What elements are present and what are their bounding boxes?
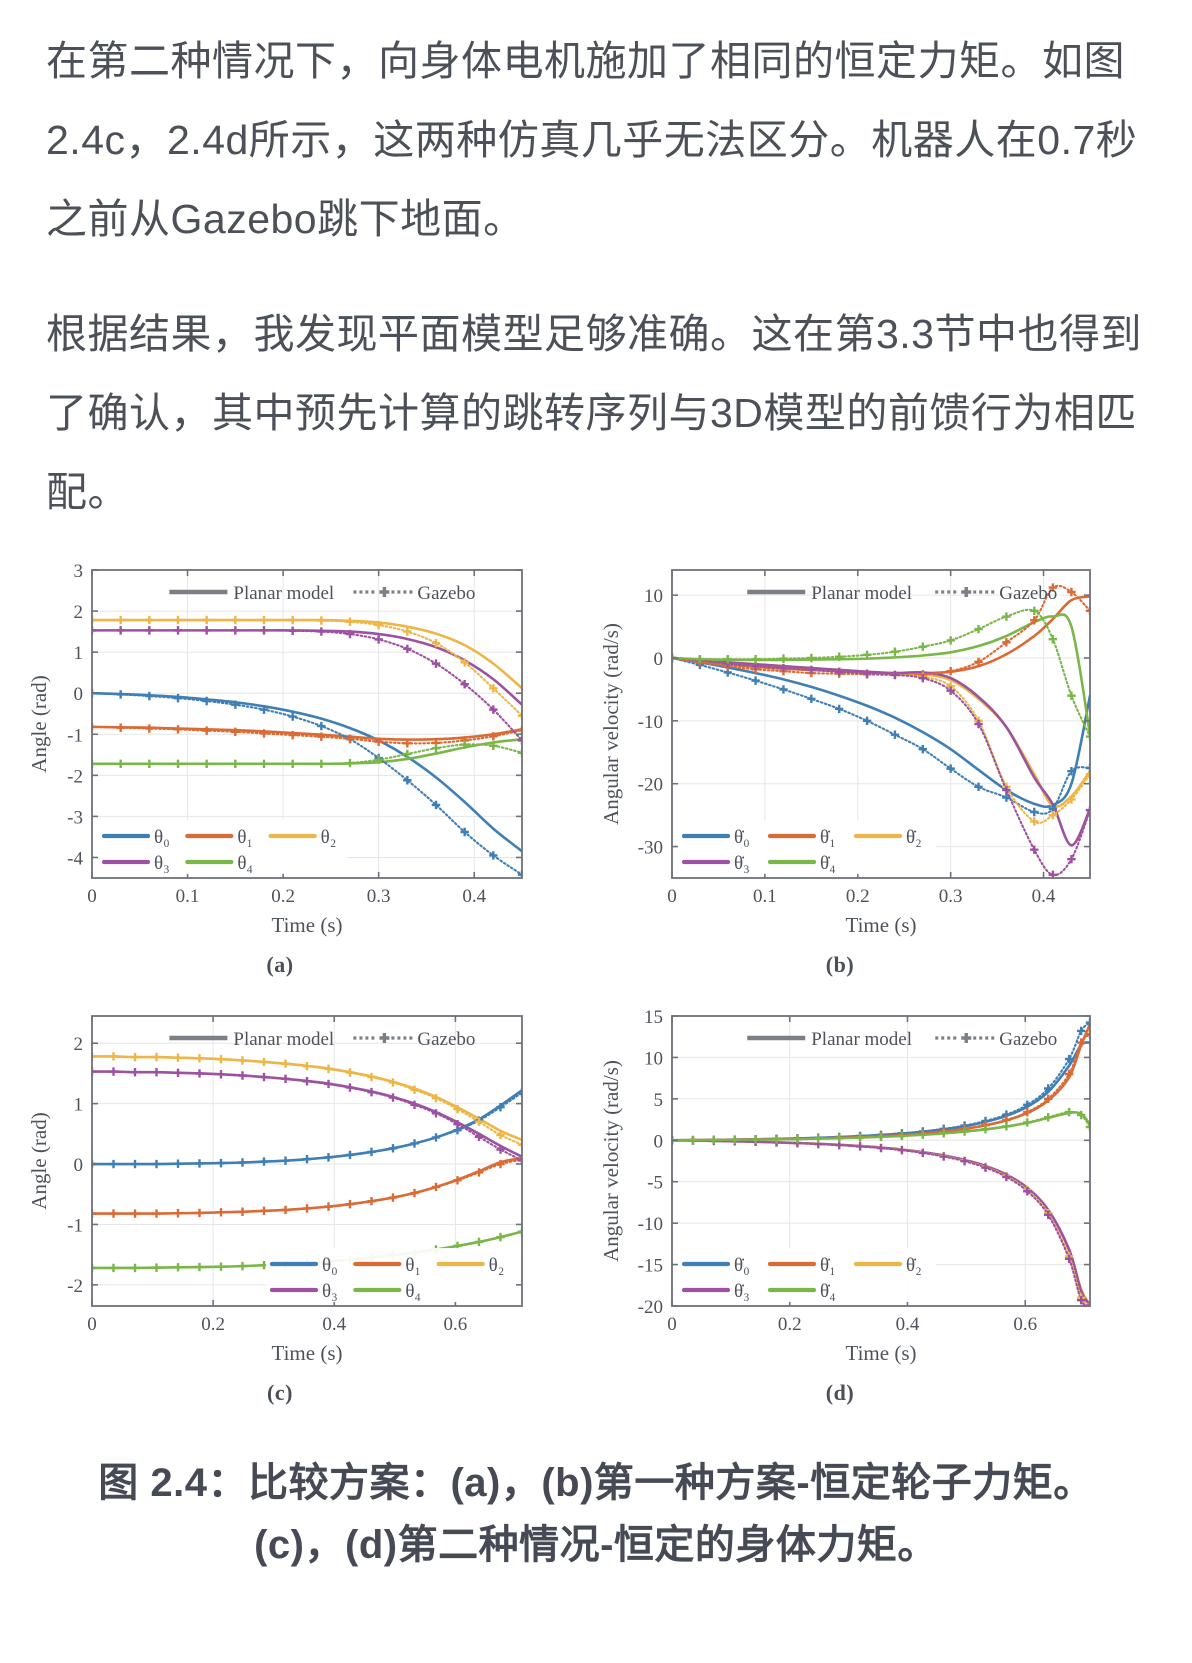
svg-text:-10: -10 — [638, 712, 663, 733]
subcaption-c: (c) — [267, 1380, 293, 1405]
svg-text:0.2: 0.2 — [778, 1314, 802, 1335]
svg-text:θ₂: θ₂ — [489, 1255, 505, 1276]
svg-text:0: 0 — [654, 1131, 664, 1152]
svg-text:θ̇₂: θ̇₂ — [906, 1255, 922, 1276]
svg-text:Angular velocity (rad/s): Angular velocity (rad/s) — [599, 623, 623, 825]
svg-text:-5: -5 — [647, 1173, 663, 1194]
svg-text:θ₀: θ₀ — [322, 1255, 338, 1276]
svg-text:0: 0 — [74, 684, 84, 705]
svg-text:Time (s): Time (s) — [272, 913, 343, 937]
svg-text:5: 5 — [654, 1090, 664, 1111]
svg-text:θ̇₃: θ̇₃ — [734, 853, 750, 874]
svg-text:Gazebo: Gazebo — [417, 583, 475, 604]
figure-2-4: 0 0.1 0.2 0.3 0.4 -4 -3 -2 -1 0 1 2 3 Time (s) Angle (… — [0, 550, 1192, 1406]
svg-text:θ̇₂: θ̇₂ — [906, 827, 922, 848]
svg-text:θ₁: θ₁ — [237, 827, 253, 848]
svg-text:θ₃: θ₃ — [322, 1281, 338, 1302]
svg-text:0: 0 — [87, 886, 97, 907]
svg-text:Planar model: Planar model — [811, 583, 912, 604]
svg-text:-20: -20 — [638, 1297, 663, 1318]
svg-text:-2: -2 — [67, 766, 83, 787]
svg-text:θ̇₁: θ̇₁ — [820, 827, 836, 848]
svg-text:0: 0 — [667, 1314, 677, 1335]
subcaption-b: (b) — [825, 952, 855, 977]
chart-panel-b: 0 0.1 0.2 0.3 0.4 -30 -20 -10 0 10 Time (s) Angular… — [560, 550, 1120, 978]
svg-text:1: 1 — [74, 643, 84, 664]
svg-text:θ̇₄: θ̇₄ — [820, 1281, 836, 1302]
svg-text:Planar model: Planar model — [233, 1029, 334, 1050]
svg-text:2: 2 — [74, 1034, 84, 1055]
svg-text:-2: -2 — [67, 1276, 83, 1297]
paragraph-2: 根据结果，我发现平面模型足够准确。这在第3.3节中也得到了确认，其中预先计算的跳… — [46, 311, 1142, 515]
svg-text:Time (s): Time (s) — [846, 1341, 917, 1365]
svg-text:1: 1 — [74, 1095, 84, 1116]
svg-text:θ̇₁: θ̇₁ — [820, 1255, 836, 1276]
svg-text:-4: -4 — [67, 848, 83, 869]
svg-text:Time (s): Time (s) — [846, 913, 917, 937]
chart-b-plot: 0 0.1 0.2 0.3 0.4 -30 -20 -10 0 10 Time (s) Angular… — [599, 569, 1091, 937]
svg-text:θ̇₄: θ̇₄ — [820, 853, 836, 874]
svg-text:θ₃: θ₃ — [154, 853, 170, 874]
svg-text:10: 10 — [644, 586, 663, 607]
figure-row-bottom: 0 0.2 0.4 0.6 -2 -1 0 1 2 Time (s) Angle (rad) Plan… — [0, 978, 1192, 1406]
svg-text:0: 0 — [74, 1155, 84, 1176]
svg-text:2: 2 — [74, 602, 84, 623]
subcaption-a: (a) — [266, 952, 294, 977]
svg-text:0.2: 0.2 — [201, 1314, 225, 1335]
svg-text:0.6: 0.6 — [444, 1314, 468, 1335]
svg-text:0.2: 0.2 — [271, 886, 295, 907]
svg-text:0: 0 — [87, 1314, 97, 1335]
svg-text:θ₄: θ₄ — [237, 853, 253, 874]
svg-text:θ₂: θ₂ — [321, 827, 337, 848]
chart-a-plot: 0 0.1 0.2 0.3 0.4 -4 -3 -2 -1 0 1 2 3 Time (s) Angle (… — [27, 561, 523, 937]
svg-text:0.3: 0.3 — [939, 886, 963, 907]
paragraph-1: 在第二种情况下，向身体电机施加了相同的恒定力矩。如图2.4c，2.4d所示，这两… — [46, 38, 1138, 242]
svg-text:Angle (rad): Angle (rad) — [27, 675, 51, 772]
svg-text:0.4: 0.4 — [322, 1314, 346, 1335]
chart-panel-c: 0 0.2 0.4 0.6 -2 -1 0 1 2 Time (s) Angle (rad) Plan… — [0, 978, 560, 1406]
svg-text:0.1: 0.1 — [753, 886, 777, 907]
svg-text:Planar model: Planar model — [811, 1029, 912, 1050]
svg-text:0: 0 — [654, 649, 664, 670]
svg-text:0: 0 — [667, 886, 677, 907]
subcaption-d: (d) — [825, 1380, 855, 1405]
svg-text:0.2: 0.2 — [846, 886, 870, 907]
svg-text:-10: -10 — [638, 1214, 663, 1235]
svg-text:Gazebo: Gazebo — [999, 583, 1057, 604]
svg-text:θ₄: θ₄ — [405, 1281, 421, 1302]
svg-text:Angular velocity (rad/s): Angular velocity (rad/s) — [599, 1060, 623, 1262]
svg-text:0.1: 0.1 — [176, 886, 200, 907]
chart-d-plot: 0 0.2 0.4 0.6 -20 -15 -10 -5 0 5 10 15 Time (s) Angul… — [599, 1007, 1091, 1365]
svg-text:θ₀: θ₀ — [154, 827, 170, 848]
svg-text:θ̇₃: θ̇₃ — [734, 1281, 750, 1302]
svg-text:θ̇₀: θ̇₀ — [734, 1255, 750, 1276]
figure-row-top: 0 0.1 0.2 0.3 0.4 -4 -3 -2 -1 0 1 2 3 Time (s) Angle (… — [0, 550, 1192, 978]
svg-text:θ₁: θ₁ — [405, 1255, 421, 1276]
svg-text:-1: -1 — [67, 725, 83, 746]
chart-c-plot: 0 0.2 0.4 0.6 -2 -1 0 1 2 Time (s) Angle (rad) Plan… — [27, 1015, 523, 1365]
svg-text:15: 15 — [644, 1007, 663, 1028]
svg-text:-20: -20 — [638, 775, 663, 796]
svg-text:Time (s): Time (s) — [272, 1341, 343, 1365]
svg-text:-3: -3 — [67, 807, 83, 828]
chart-panel-d: 0 0.2 0.4 0.6 -20 -15 -10 -5 0 5 10 15 Time (s) Angul… — [560, 978, 1120, 1406]
svg-text:0.4: 0.4 — [1032, 886, 1056, 907]
svg-text:0.6: 0.6 — [1013, 1314, 1037, 1335]
svg-text:Planar model: Planar model — [233, 583, 334, 604]
svg-text:0.3: 0.3 — [367, 886, 391, 907]
svg-text:0.4: 0.4 — [896, 1314, 920, 1335]
svg-text:0.4: 0.4 — [462, 886, 486, 907]
figure-caption: 图 2.4：比较方案：(a)，(b)第一种方案-恒定轮子力矩。(c)，(d)第二… — [98, 1461, 1094, 1567]
svg-text:3: 3 — [74, 561, 84, 582]
svg-text:Gazebo: Gazebo — [417, 1029, 475, 1050]
svg-text:θ̇₀: θ̇₀ — [734, 827, 750, 848]
chart-panel-a: 0 0.1 0.2 0.3 0.4 -4 -3 -2 -1 0 1 2 3 Time (s) Angle (… — [0, 550, 560, 978]
svg-text:-30: -30 — [638, 838, 663, 859]
svg-text:Angle (rad): Angle (rad) — [27, 1112, 51, 1209]
svg-text:Gazebo: Gazebo — [999, 1029, 1057, 1050]
svg-text:-1: -1 — [67, 1215, 83, 1236]
svg-text:10: 10 — [644, 1048, 663, 1069]
svg-text:-15: -15 — [638, 1256, 663, 1277]
